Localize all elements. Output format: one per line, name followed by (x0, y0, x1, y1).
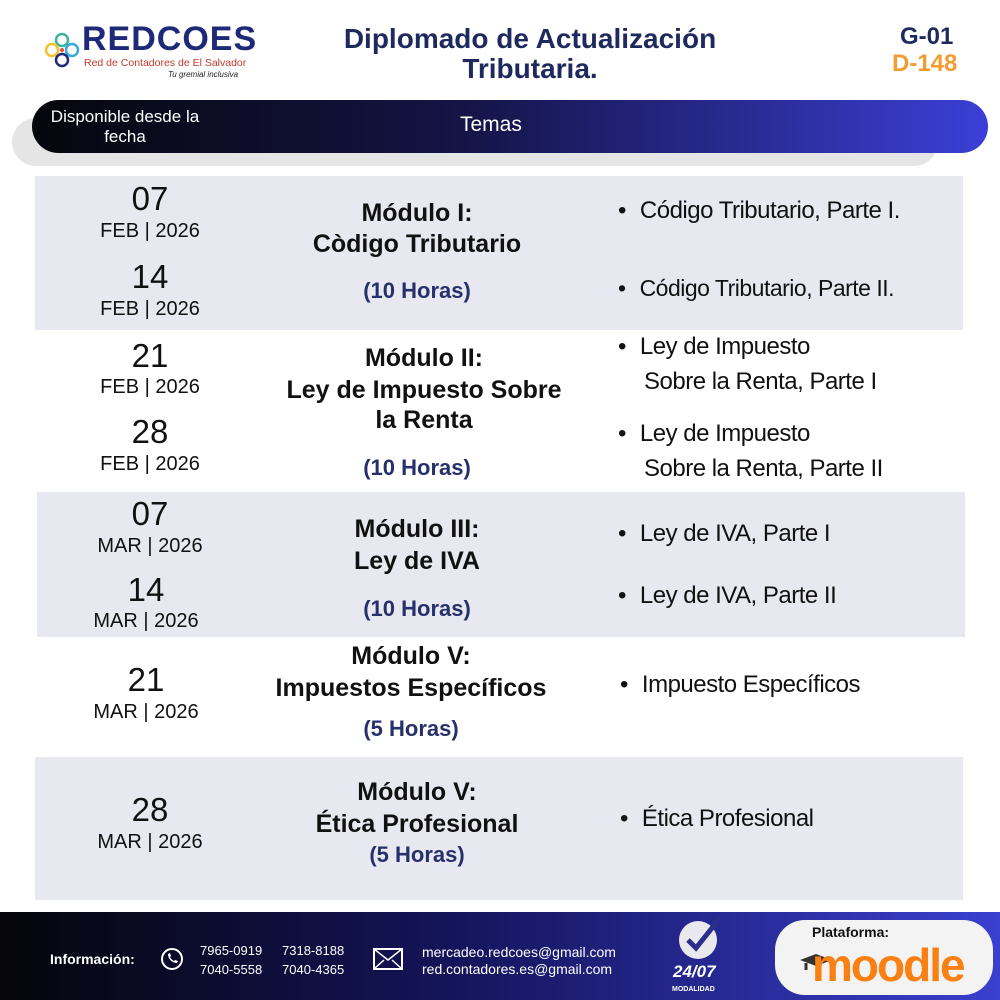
date-month: MAR | 2026 (97, 535, 203, 557)
date-month: MAR | 2026 (97, 831, 203, 853)
email-icon (373, 948, 403, 975)
module-name: Ley de Impuesto Sobre la Renta (286, 376, 562, 434)
moodle-logo: moodle (812, 939, 966, 991)
topic-item: Impuesto Específicos (620, 667, 861, 702)
date-day: 28 (131, 791, 169, 828)
date-column-header: Disponible desde la fecha (50, 107, 200, 146)
topic-line: Ley de Impuesto (639, 420, 810, 447)
phone: 7965-0919 (200, 943, 263, 958)
module-hours: (5 Horas) (369, 842, 465, 867)
date-month: FEB | 2026 (100, 298, 200, 320)
module-title: Módulo I: (361, 199, 473, 227)
topic-item: Código Tributario, Parte II. (618, 271, 895, 306)
topic-item: Ley de IVA, Parte I (618, 516, 831, 551)
topic-line: Sobre la Renta, Parte II (644, 455, 883, 482)
date-day: 14 (131, 258, 169, 295)
date-day: 07 (131, 495, 169, 532)
page-title: Diplomado de Actualización Tributaria. (343, 23, 717, 84)
module-name: Còdigo Tributario (312, 230, 522, 258)
logo-subtitle: Red de Contadores de El Salvador (84, 57, 247, 69)
clock-check-icon (674, 916, 730, 965)
email: mercadeo.redcoes@gmail.com (422, 944, 616, 960)
date-day: 14 (127, 571, 165, 608)
module-name: Impuestos Específicos (275, 674, 547, 702)
topic-line: Ley de Impuesto (639, 333, 810, 360)
topic-item: Ética Profesional (620, 801, 814, 836)
date-day: 28 (131, 413, 169, 450)
date-month: MAR | 2026 (93, 701, 199, 723)
module-name: Ley de IVA (354, 547, 480, 575)
module-title: Módulo III: (354, 515, 480, 543)
whatsapp-icon (160, 947, 184, 976)
group-code: G-01 (900, 23, 954, 50)
module-name: Ética Profesional (315, 810, 519, 838)
topic-item: Ley de IVA, Parte II (618, 578, 837, 613)
phone: 7318-8188 (282, 943, 345, 958)
topic-item: Ley de Impuesto Sobre la Renta, Parte II (618, 416, 883, 486)
availability: 24/07 (673, 962, 716, 981)
module-hours: (10 Horas) (363, 455, 471, 480)
date-month: FEB | 2026 (100, 220, 200, 242)
diploma-code: D-148 (892, 50, 958, 77)
date-day: 21 (127, 661, 165, 698)
topic-line: Sobre la Renta, Parte I (644, 368, 877, 395)
topic-item: Ley de Impuesto Sobre la Renta, Parte I (618, 329, 877, 399)
logo-name: REDCOES (82, 20, 258, 58)
module-title: Módulo II: (364, 344, 484, 372)
redcoes-logo-icon (44, 32, 80, 68)
email: red.contadores.es@gmail.com (422, 961, 613, 977)
modality: MODALIDAD (672, 986, 715, 993)
module-hours: (10 Horas) (363, 596, 471, 621)
module-hours: (10 Horas) (363, 278, 471, 303)
date-month: FEB | 2026 (100, 453, 200, 475)
table-header-bar (32, 100, 988, 153)
date-month: MAR | 2026 (93, 610, 199, 632)
phone: 7040-4365 (282, 962, 345, 977)
phone: 7040-5558 (200, 962, 263, 977)
date-month: FEB | 2026 (100, 376, 200, 398)
platform-label: Plataforma: (812, 924, 890, 940)
module-title: Módulo V: (351, 642, 471, 670)
module-title: Módulo V: (357, 778, 477, 806)
date-day: 07 (131, 180, 169, 217)
topic-item: Código Tributario, Parte I. (618, 193, 900, 228)
topics-column-header: Temas (460, 113, 522, 136)
graduation-cap-icon (798, 952, 832, 981)
module-hours: (5 Horas) (363, 716, 459, 741)
info-label: Información: (50, 951, 135, 967)
logo-tagline: Tu gremial inclusiva (168, 70, 239, 79)
date-day: 21 (131, 337, 169, 374)
